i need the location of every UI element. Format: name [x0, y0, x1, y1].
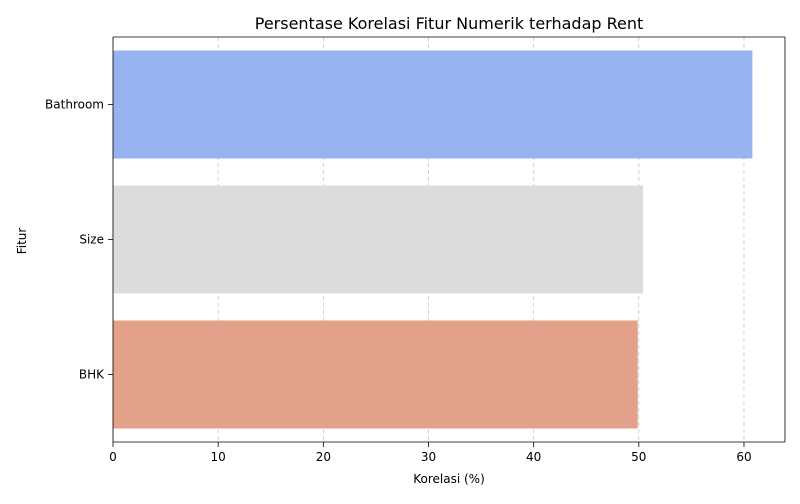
x-tick-label: 40	[526, 450, 541, 464]
chart-title: Persentase Korelasi Fitur Numerik terhad…	[255, 14, 644, 33]
x-tick-label: 10	[211, 450, 226, 464]
y-tick-label: Size	[79, 233, 104, 247]
bar-bathroom	[113, 50, 753, 159]
y-tick-label: Bathroom	[45, 98, 104, 112]
x-tick-label: 50	[631, 450, 646, 464]
x-tick-label: 20	[316, 450, 331, 464]
bar-size	[113, 185, 644, 294]
x-axis-label: Korelasi (%)	[413, 472, 485, 486]
bar-bhk	[113, 320, 638, 429]
y-axis-label: Fitur	[15, 228, 29, 255]
y-tick-label: BHK	[79, 368, 105, 382]
x-tick-label: 30	[421, 450, 436, 464]
x-tick-label: 60	[736, 450, 751, 464]
axes: 0 10 20 30 40 50 60 Bathroom Size BHK	[45, 36, 786, 464]
x-tick-label: 0	[109, 450, 117, 464]
bars	[113, 50, 753, 429]
